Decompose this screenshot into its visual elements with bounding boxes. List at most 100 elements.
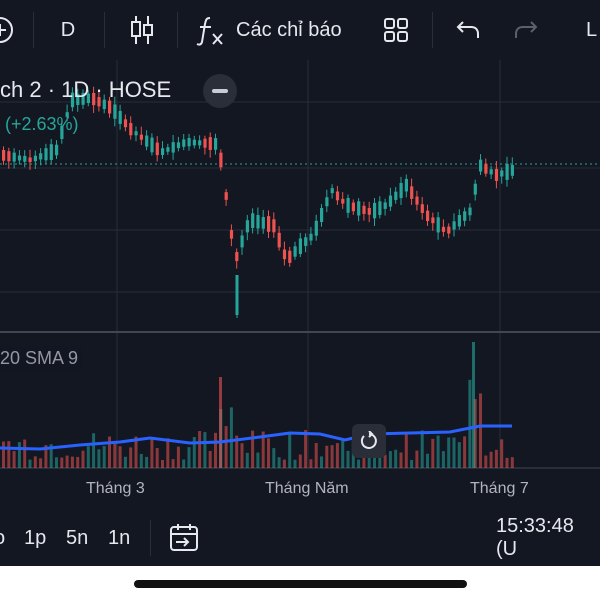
candle-body — [65, 112, 69, 118]
candle-body — [468, 207, 472, 216]
collapse-legend-button[interactable] — [203, 74, 237, 108]
volume-bar — [325, 445, 329, 468]
candle-body — [394, 191, 398, 200]
volume-bar — [457, 442, 461, 468]
volume-bar — [394, 449, 398, 468]
candle-body — [12, 152, 16, 162]
range-button[interactable]: 1n — [108, 526, 131, 549]
volume-bar — [357, 459, 361, 468]
volume-bar — [484, 455, 488, 468]
candle-body — [219, 152, 223, 168]
candle-body — [500, 170, 504, 177]
volume-bar — [404, 432, 408, 468]
redo-button[interactable] — [510, 0, 542, 60]
volume-bar — [70, 456, 74, 468]
reset-chart-button[interactable] — [352, 424, 386, 458]
chart-area[interactable]: ch 2 · 1D · HOSE (+2.63%) 20 SMA 9 Tháng… — [0, 60, 600, 500]
volume-bar — [251, 430, 255, 468]
candle-body — [441, 226, 446, 232]
volume-bar — [410, 459, 414, 468]
volume-bar — [219, 377, 222, 468]
volume-bar — [118, 446, 122, 468]
volume-bar — [49, 444, 53, 468]
candle-body — [208, 137, 212, 151]
candle-body — [166, 147, 170, 152]
volume-bar — [383, 454, 387, 468]
indicators-label: Các chỉ báo — [236, 18, 342, 41]
volume-bar — [81, 450, 85, 468]
volume-bar — [7, 441, 11, 468]
candle-body — [410, 186, 414, 199]
volume-indicator-legend[interactable]: 20 SMA 9 — [0, 346, 83, 371]
candle-body — [235, 252, 239, 262]
volume-bar — [187, 447, 191, 468]
candle-body — [447, 226, 451, 234]
minus-icon — [212, 89, 228, 93]
indicators-button[interactable]: Các chỉ báo — [196, 0, 366, 60]
layout-button[interactable] — [379, 0, 413, 60]
goto-date-button[interactable] — [168, 510, 200, 566]
candle-body — [388, 195, 393, 207]
candle-body — [457, 215, 461, 227]
volume-bar — [171, 459, 175, 468]
volume-bar — [102, 446, 106, 468]
candle-body — [55, 144, 59, 156]
volume-bar — [500, 439, 504, 468]
candle-body — [309, 233, 313, 241]
volume-bar — [28, 459, 32, 468]
candle-body — [203, 138, 207, 148]
candle-body — [330, 188, 334, 194]
candle-body — [489, 169, 493, 175]
volume-bar — [388, 451, 392, 468]
volume-bar — [298, 454, 302, 468]
candle-body — [463, 211, 467, 221]
price-volume-chart[interactable] — [0, 60, 600, 500]
volume-bar — [494, 449, 498, 468]
candle-body — [2, 149, 6, 161]
symbol-legend[interactable]: ch 2 · 1D · HOSE — [0, 77, 172, 102]
interval-button[interactable]: D — [60, 18, 76, 41]
add-symbol-button[interactable] — [0, 0, 14, 60]
calendar-goto-icon — [170, 524, 198, 551]
undo-icon — [456, 21, 479, 38]
candle-body — [155, 142, 159, 156]
reset-chart-icon — [360, 431, 377, 449]
candle-body — [288, 250, 292, 263]
candle-body — [420, 204, 424, 213]
toolbar-divider — [177, 12, 178, 48]
volume-bar — [60, 457, 64, 468]
candle-body — [399, 182, 403, 199]
volume-bar — [489, 451, 493, 468]
range-button[interactable]: 1p — [24, 526, 47, 549]
candle-body — [505, 163, 509, 180]
candle-body — [272, 219, 276, 233]
volume-bar — [240, 443, 244, 468]
volume-bar — [192, 437, 196, 468]
candle-body — [161, 148, 165, 155]
volume-bar — [166, 438, 170, 468]
volume-bar — [92, 433, 96, 468]
candle-body — [102, 99, 106, 110]
clock-timezone[interactable]: 15:33:48 (U — [496, 515, 574, 560]
candle-body — [320, 208, 324, 222]
candle-body — [214, 138, 218, 150]
candle-body — [494, 168, 499, 181]
candle-body — [357, 201, 361, 216]
candle-body — [129, 123, 133, 136]
account-label[interactable]: L — [586, 18, 598, 41]
top-toolbar: D Các chỉ báo — [0, 0, 600, 60]
sma-line — [0, 424, 512, 451]
chart-type-button[interactable] — [122, 0, 162, 60]
volume-bar — [282, 459, 286, 468]
volume-bar — [44, 445, 48, 468]
range-button[interactable]: o — [0, 510, 5, 566]
volume-bar — [17, 442, 21, 468]
volume-bar — [235, 435, 239, 468]
volume-bar — [293, 459, 297, 468]
volume-bar — [415, 450, 419, 468]
candle-body — [373, 202, 377, 219]
candle-body — [277, 232, 281, 248]
range-button[interactable]: 5n — [66, 526, 89, 549]
undo-button[interactable] — [452, 0, 484, 60]
candle-body — [182, 139, 186, 147]
